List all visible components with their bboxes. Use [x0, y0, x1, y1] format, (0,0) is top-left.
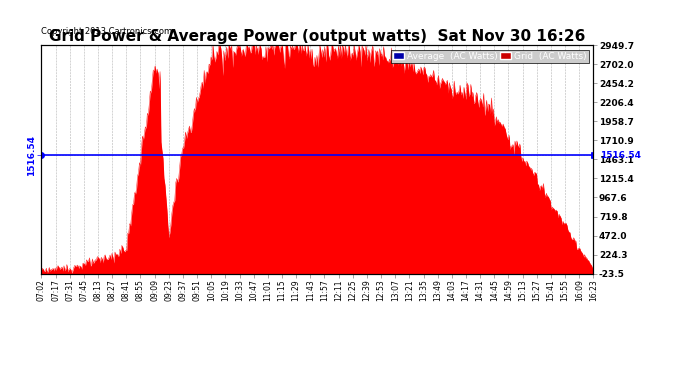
Title: Grid Power & Average Power (output watts)  Sat Nov 30 16:26: Grid Power & Average Power (output watts… — [49, 29, 586, 44]
Legend: Average  (AC Watts), Grid  (AC Watts): Average (AC Watts), Grid (AC Watts) — [391, 50, 589, 63]
Text: 1516.54: 1516.54 — [600, 151, 641, 160]
Text: Copyright 2013 Cartronics.com: Copyright 2013 Cartronics.com — [41, 27, 172, 36]
